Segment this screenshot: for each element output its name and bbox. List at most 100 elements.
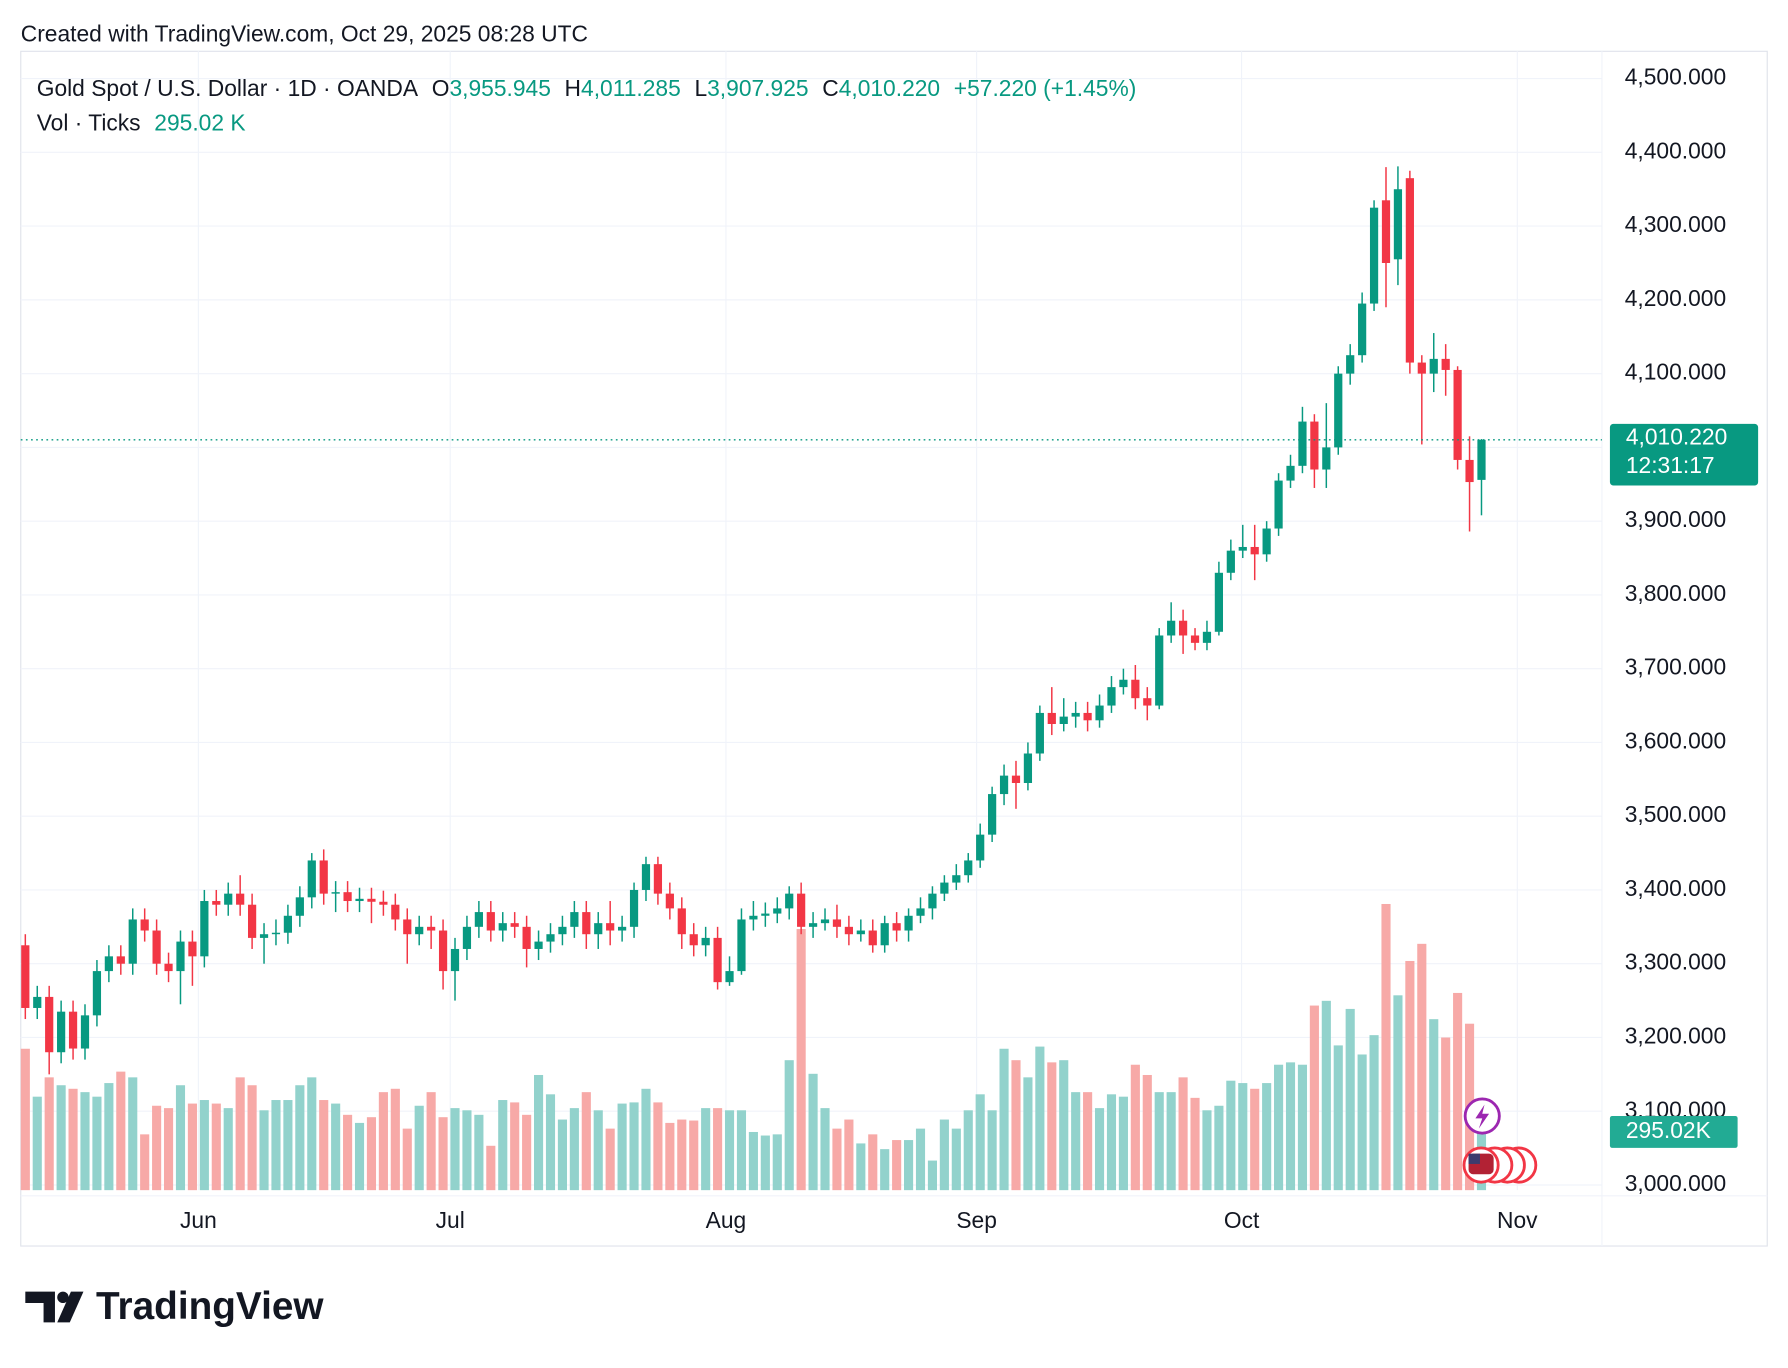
volume-bar [450, 1108, 460, 1191]
candle-body [773, 908, 782, 914]
volume-bar [104, 1083, 114, 1191]
volume-bar [736, 1110, 747, 1191]
volume-bar [677, 1119, 687, 1191]
candle-body [104, 956, 113, 972]
y-tick-label: 3,300.000 [1625, 949, 1726, 975]
volume-bar [1154, 1092, 1164, 1191]
volume-bar [1285, 1062, 1296, 1191]
h-value: 4,011.285 [581, 75, 681, 101]
volume-bar [892, 1140, 902, 1191]
volume-bar [641, 1088, 651, 1191]
volume-bar [784, 1060, 794, 1191]
volume-bar [20, 1048, 30, 1191]
volume-bar [1106, 1094, 1117, 1191]
volume-bar [1250, 1088, 1260, 1191]
logo-mark [57, 1291, 84, 1323]
candle-body [271, 932, 281, 935]
candle-body [761, 913, 770, 916]
candle-body [570, 912, 579, 927]
volume-bar [915, 1128, 926, 1191]
candle-body [152, 930, 161, 964]
y-tick-label: 3,500.000 [1625, 801, 1726, 827]
candle-body [498, 923, 507, 931]
candle-body [1011, 775, 1021, 784]
candle-body [1298, 421, 1307, 466]
candle-body [1083, 712, 1092, 721]
volume-bar [1417, 943, 1427, 1191]
volume-bar [1381, 903, 1391, 1191]
candle-body [653, 864, 663, 894]
volume-bar [1011, 1060, 1021, 1191]
candle-body [259, 934, 269, 938]
candle-body [1310, 421, 1319, 470]
candle-body [92, 971, 102, 1016]
volume-bar [199, 1100, 209, 1191]
candle-body [1071, 712, 1080, 717]
volume-bar [772, 1134, 782, 1191]
candle-body [116, 956, 125, 964]
volume-bar [56, 1085, 66, 1191]
volume-bar [1405, 960, 1415, 1191]
candle-body [80, 1015, 90, 1049]
candle-body [785, 893, 794, 909]
candle-body [1429, 358, 1438, 374]
y-tick-label: 4,300.000 [1625, 211, 1726, 237]
volume-bar [319, 1100, 329, 1191]
candle-body [438, 930, 448, 972]
volume-bar [486, 1145, 496, 1191]
candle-body [1047, 712, 1056, 724]
volume-bar [438, 1117, 448, 1191]
volume-bar [1333, 1045, 1343, 1191]
candle-body [164, 963, 173, 972]
vol-value: 295.02 K [154, 109, 245, 135]
candle-body [940, 882, 949, 894]
candle-body [1131, 679, 1140, 699]
volume-bar [307, 1077, 317, 1191]
candle-body [1274, 480, 1283, 529]
last-price-badge [1609, 423, 1759, 486]
candle-body [856, 930, 865, 935]
volume-bar [999, 1048, 1009, 1191]
candle-body [629, 889, 639, 927]
candle-body [1190, 635, 1200, 643]
volume-bar [963, 1110, 973, 1191]
candle-body [1477, 439, 1486, 480]
volume-bar [44, 1077, 54, 1191]
volume-bar [1083, 1092, 1093, 1191]
candle-body [427, 926, 436, 931]
y-tick-label: 3,200.000 [1625, 1022, 1726, 1048]
candle-body [1453, 369, 1462, 460]
c-label: C [822, 75, 838, 101]
volume-bar [796, 929, 806, 1191]
volume-bar [187, 1103, 197, 1191]
candle-body [68, 1011, 78, 1049]
volume-bar [1142, 1074, 1152, 1191]
candle-body [1250, 546, 1259, 555]
h-label: H [565, 75, 581, 101]
candle-body [486, 912, 495, 931]
candle-body [188, 941, 197, 957]
volume-bar [247, 1085, 257, 1191]
volume-bar [856, 1143, 866, 1191]
volume-bar [510, 1102, 520, 1191]
volume-bar [617, 1103, 627, 1191]
candle-body [1346, 355, 1355, 374]
candle-body [832, 919, 842, 927]
volume-bar [844, 1119, 854, 1191]
candle-body [1035, 712, 1044, 754]
volume-bar [713, 1108, 723, 1191]
volume-bar [1262, 1083, 1272, 1191]
candle-body [582, 912, 591, 935]
volume-bar [211, 1103, 221, 1191]
volume-bar [402, 1128, 412, 1191]
flag-canton [1468, 1153, 1480, 1164]
volume-bar [689, 1120, 699, 1191]
candle-body [1167, 620, 1176, 636]
change: +57.220 (+1.45%) [954, 75, 1137, 101]
volume-bar [354, 1122, 365, 1191]
candle-body [224, 893, 233, 905]
volume-bar [522, 1114, 532, 1191]
volume-bar [533, 1074, 544, 1191]
candle-body [1095, 705, 1104, 721]
volume-bar [1190, 1097, 1200, 1191]
